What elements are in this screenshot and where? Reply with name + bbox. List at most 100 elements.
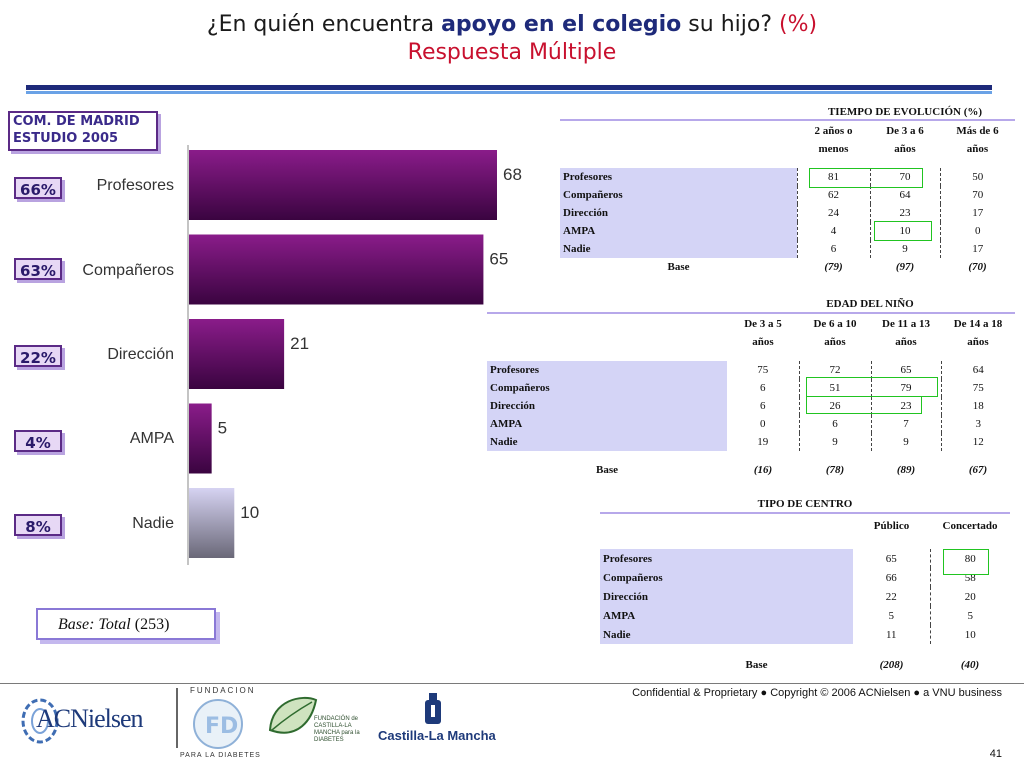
study-box: COM. DE MADRID ESTUDIO 2005: [8, 111, 158, 151]
row-label: Profesores: [487, 361, 727, 379]
table-cell: 9: [869, 240, 940, 258]
table-cell: 72: [798, 361, 871, 379]
base-total-box: Base: Total (253): [36, 608, 216, 640]
badge-companeros: 63%: [14, 258, 62, 280]
title-text-end: su hijo?: [688, 12, 772, 37]
table-row: Profesores 65 80: [600, 549, 1010, 568]
column-header: 2 años o: [814, 125, 853, 137]
page-title: ¿En quién encuentra apoyo en el colegio …: [0, 12, 1024, 37]
table-cell: 75: [757, 364, 769, 376]
table-cell: 5: [929, 606, 1010, 625]
table-rule: [560, 119, 1015, 121]
acnielsen-mark: [21, 698, 59, 744]
table-evolucion: 2 años o De 3 a 6 Más de 6 menos años añ…: [560, 122, 1015, 276]
row-label: Profesores: [600, 549, 853, 568]
table-title-centro: TIPO DE CENTRO: [757, 498, 853, 510]
table-row: Compañeros 6 51 79 75: [487, 379, 1015, 397]
category-label: Compañeros: [82, 262, 174, 279]
row-label: AMPA: [487, 415, 727, 433]
table-row: AMPA 5 5: [600, 606, 1010, 625]
base-row: Base (16) (78) (89) (67): [487, 461, 1015, 479]
table-cell: 22: [885, 590, 897, 603]
table-cell: 64: [940, 361, 1015, 379]
table-cell: 75: [940, 379, 1015, 397]
table-row: Nadie 19 9 9 12: [487, 433, 1015, 451]
row-label: Nadie: [600, 625, 853, 644]
table-cell: 7: [870, 415, 941, 433]
base-label: Base: [596, 464, 618, 476]
table-cell: 10: [869, 222, 940, 240]
bar-value-label: 5: [218, 419, 227, 438]
category-label: Profesores: [96, 177, 174, 194]
table-row: AMPA 4 10 0: [560, 222, 1015, 240]
page-subtitle: Respuesta Múltiple: [407, 40, 617, 65]
study-region: COM. DE MADRID: [13, 114, 140, 129]
badge-profesores: 66%: [14, 177, 62, 199]
table-cell: 62: [796, 186, 870, 204]
table-cell: 18: [940, 397, 1015, 415]
base-total-label: Base: Total: [58, 616, 131, 633]
row-label: Compañeros: [600, 568, 853, 587]
table-cell: 23: [870, 397, 941, 415]
table-cell: 50: [939, 168, 1015, 186]
fundacion-diabetes-mark: FD: [193, 699, 243, 749]
title-emphasis: apoyo en el colegio: [441, 12, 682, 37]
table-title-evolucion: TIEMPO DE EVOLUCIÓN (%): [827, 106, 983, 118]
bar: [189, 234, 484, 305]
bar-value-label: 65: [489, 250, 508, 269]
row-label: Nadie: [560, 240, 797, 258]
base-value: (79): [824, 261, 843, 273]
highlight-box: [874, 221, 932, 241]
table-cell: 0: [939, 222, 1015, 240]
table-title-edad: EDAD DEL NIÑO: [826, 298, 914, 310]
base-row: Base (79) (97) (70): [560, 258, 1015, 276]
base-value: (67): [968, 464, 988, 476]
study-year: ESTUDIO 2005: [13, 131, 119, 146]
table-row: Compañeros 66 58: [600, 568, 1010, 587]
table-cell: 58: [929, 568, 1010, 587]
row-label: Profesores: [560, 168, 797, 186]
table-cell: 5: [888, 609, 895, 622]
column-header: años: [894, 143, 916, 155]
bar: [189, 150, 497, 220]
column-header: De 6 a 10: [813, 318, 857, 330]
table-cell: 65: [885, 552, 897, 565]
table-cell: 9: [798, 433, 871, 451]
bar: [189, 488, 235, 558]
column-header: Público: [873, 520, 910, 532]
category-label: Nadie: [132, 515, 174, 532]
table-cell: 23: [869, 204, 940, 222]
column-header: De 3 a 5: [744, 318, 782, 330]
column-header: De 11 a 13: [882, 318, 930, 330]
base-value: (16): [753, 464, 773, 476]
badge-direccion: 22%: [14, 345, 62, 367]
column-header: años: [895, 336, 917, 348]
base-value: (40): [960, 659, 980, 671]
fcm-text: FUNDACIÓN de CASTILLA-LA MANCHA para la …: [314, 716, 360, 743]
table-rule: [487, 312, 1015, 314]
column-header: menos: [818, 143, 849, 155]
acnielsen-logo: ACNielsen: [14, 690, 164, 750]
table-cell: 81: [796, 168, 870, 186]
base-label: Base: [745, 659, 768, 671]
table-cell: 17: [939, 204, 1015, 222]
table-row: Profesores 81 70 50: [560, 168, 1015, 186]
category-label: Dirección: [107, 346, 174, 363]
bar: [189, 319, 285, 389]
base-total-value: (253): [134, 616, 170, 633]
base-value: (78): [825, 464, 845, 476]
base-value: (97): [895, 261, 915, 273]
table-cell: 20: [929, 587, 1010, 606]
title-rule: [26, 85, 992, 90]
title-rule-accent: [26, 91, 992, 94]
table-centro: Público Concertado Profesores 65 80 Compañ…: [600, 517, 1010, 674]
base-value: (70): [968, 261, 987, 273]
fundacion-diabetes-logo: FD FUNDACION PARA LA DIABETES: [180, 686, 260, 762]
table-row: Profesores 75 72 65 64: [487, 361, 1015, 379]
row-label: AMPA: [600, 606, 853, 625]
table-cell: 19: [757, 436, 769, 448]
table-cell: 10: [929, 625, 1010, 644]
footer-rule: [0, 683, 1024, 684]
table-row: Nadie 11 10: [600, 625, 1010, 644]
